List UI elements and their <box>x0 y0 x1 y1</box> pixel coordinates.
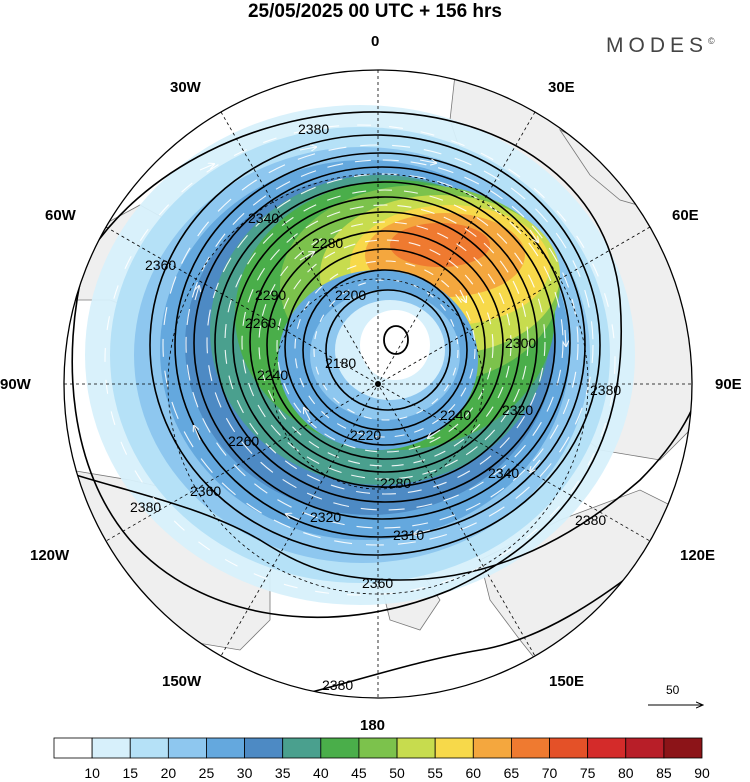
lon-label-150w: 150W <box>162 673 202 690</box>
colorbar-tick-label: 55 <box>427 765 443 781</box>
contour-label: 2240 <box>257 367 288 383</box>
colorbar-swatch <box>663 737 703 759</box>
colorbar-tick-label: 65 <box>504 765 520 781</box>
contour-label: 2260 <box>245 315 276 331</box>
contour-label: 2280 <box>380 475 411 491</box>
colorbar: 10 15 20 25 30 35 40 45 50 55 60 65 70 75 80 85 90 <box>53 737 710 781</box>
colorbar-swatch <box>434 737 474 759</box>
lon-label-90e: 90E <box>715 376 742 393</box>
lon-label-60w: 60W <box>45 207 76 224</box>
colorbar-swatch <box>472 737 512 759</box>
contour-label: 2280 <box>312 235 343 251</box>
colorbar-swatch <box>358 737 398 759</box>
colorbar-swatch <box>244 737 284 759</box>
contour-label: 2340 <box>488 465 519 481</box>
brand-logo: MODES© <box>606 34 715 58</box>
reference-vector: 50 <box>648 683 703 705</box>
contour-label: 2340 <box>248 210 279 226</box>
colorbar-swatch <box>91 737 131 759</box>
colorbar-tick-label: 90 <box>694 765 710 781</box>
contour-label: 2220 <box>350 427 381 443</box>
height-contours <box>64 111 692 696</box>
colorbar-swatch <box>511 737 550 759</box>
contour-label: 2260 <box>228 433 259 449</box>
contour-label: 2380 <box>322 677 353 693</box>
colorbar-swatch <box>129 737 169 759</box>
colorbar-swatch <box>587 737 627 759</box>
colorbar-swatch <box>167 737 207 759</box>
contour-label: 2380 <box>590 382 621 398</box>
colorbar-swatch <box>625 737 665 759</box>
contour-label: 2290 <box>255 287 286 303</box>
colorbar-tick-label: 50 <box>389 765 405 781</box>
lon-label-90w: 90W <box>0 376 31 393</box>
colorbar-tick-label: 70 <box>542 765 558 781</box>
contour-label: 2200 <box>335 287 366 303</box>
lon-label-60e: 60E <box>672 207 699 224</box>
contour-label: 2300 <box>505 335 536 351</box>
brand-copyright: © <box>708 36 715 46</box>
contour-label: 2380 <box>130 499 161 515</box>
contour-label: 2180 <box>325 355 356 371</box>
contour-label: 2380 <box>575 512 606 528</box>
colorbar-swatch <box>549 737 589 759</box>
map-border <box>63 69 693 699</box>
contour-label: 2360 <box>362 575 393 591</box>
colorbar-tick-label: 85 <box>656 765 672 781</box>
colorbar-tick-label: 15 <box>122 765 138 781</box>
colorbar-swatch <box>282 737 322 759</box>
lon-label-120w: 120W <box>30 547 70 564</box>
colorbar-tick-label: 40 <box>313 765 329 781</box>
colorbar-tick-label: 10 <box>84 765 100 781</box>
colorbar-swatch <box>396 737 436 759</box>
wind-speed-shading <box>85 105 635 605</box>
colorbar-tick-label: 20 <box>161 765 177 781</box>
lon-label-30w: 30W <box>170 79 201 96</box>
colorbar-tick-label: 80 <box>618 765 634 781</box>
lon-label-120e: 120E <box>680 547 716 564</box>
colorbar-tick-label: 75 <box>580 765 596 781</box>
contour-label: 2320 <box>310 509 341 525</box>
colorbar-tick-label: 30 <box>237 765 253 781</box>
contour-label: 2310 <box>393 527 424 543</box>
contour-label: 2360 <box>190 483 221 499</box>
brand-name: MODES <box>606 34 709 57</box>
lon-label-0: 0 <box>371 33 380 50</box>
colorbar-tick-label: 45 <box>351 765 367 781</box>
lon-label-150e: 150E <box>549 673 585 690</box>
contour-label: 2360 <box>145 257 176 273</box>
map-title: 25/05/2025 00 UTC + 156 hrs <box>247 1 503 22</box>
contour-label-group: 2380 2340 2280 2360 2290 2200 2260 2180 … <box>130 121 621 693</box>
colorbar-swatch <box>320 737 360 759</box>
lon-label-180: 180 <box>360 717 386 734</box>
reference-vector-label: 50 <box>666 683 680 697</box>
colorbar-tick-label: 35 <box>275 765 291 781</box>
contour-label: 2380 <box>298 121 329 137</box>
colorbar-tick-label: 25 <box>199 765 215 781</box>
contour-label: 2320 <box>502 402 533 418</box>
map-disk <box>64 70 692 698</box>
colorbar-swatch <box>53 737 93 759</box>
colorbar-tick-label: 60 <box>466 765 482 781</box>
lon-label-30e: 30E <box>548 79 575 96</box>
contour-label: 2240 <box>440 407 471 423</box>
north-pole-marker <box>375 381 381 387</box>
colorbar-swatch <box>206 737 245 759</box>
